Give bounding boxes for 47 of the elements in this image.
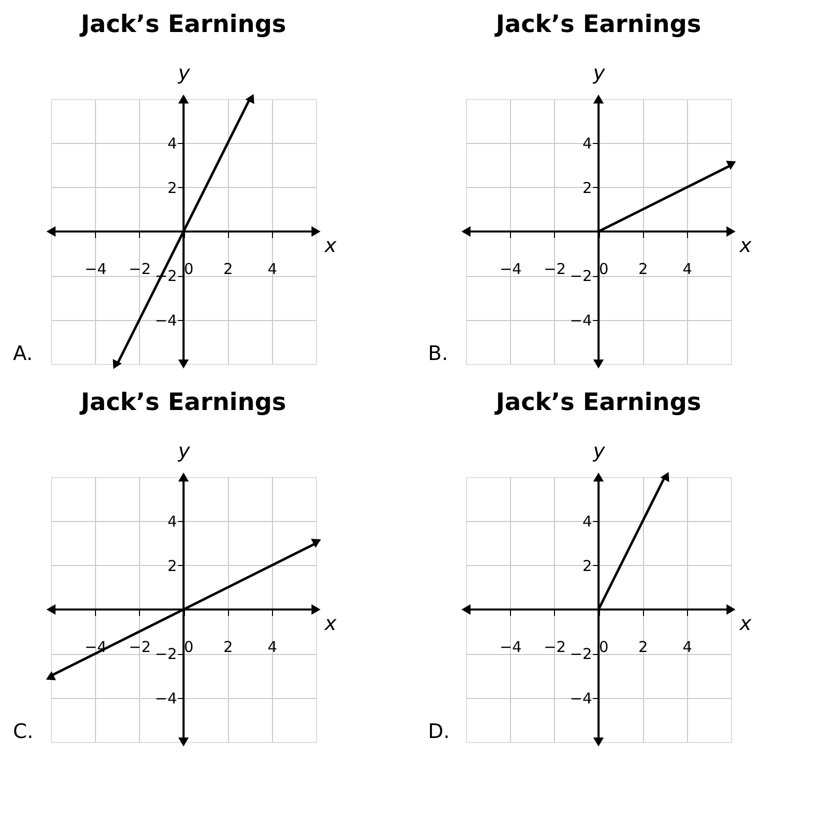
x-tick-label: 2 xyxy=(223,638,233,656)
y-tick-label: 4 xyxy=(582,512,592,531)
y-tick-label: 4 xyxy=(167,512,177,531)
y-tick-label: 2 xyxy=(582,556,592,575)
x-tick-label: −2 xyxy=(128,260,151,278)
x-tick-label: 2 xyxy=(223,260,233,278)
y-tick-label: −4 xyxy=(154,311,177,330)
text: A. xyxy=(13,341,33,365)
x-tick-label: 4 xyxy=(268,260,278,278)
x-tick-label: −2 xyxy=(544,638,566,656)
x-tick-label: 0 xyxy=(184,260,194,278)
x-axis-title: x xyxy=(324,611,337,635)
y-tick-label: 2 xyxy=(582,178,592,197)
x-axis-title: x xyxy=(324,233,337,257)
x-tick-label: 4 xyxy=(682,260,692,278)
x-tick-label: 2 xyxy=(638,638,648,656)
x-axis-title: x xyxy=(738,233,752,257)
y-tick-label: −4 xyxy=(570,311,592,330)
y-axis-title: y xyxy=(592,438,606,462)
y-tick-label: −4 xyxy=(570,689,592,708)
text: B. xyxy=(428,341,448,365)
text: D. xyxy=(428,719,450,743)
x-tick-label: 2 xyxy=(638,260,648,278)
y-tick-label: 2 xyxy=(167,556,177,575)
x-tick-label: 0 xyxy=(599,260,609,278)
chart-title: Jack’s Earnings xyxy=(78,10,286,38)
x-tick-label: −2 xyxy=(128,638,151,656)
y-tick-label: −4 xyxy=(154,689,177,708)
x-tick-label: −4 xyxy=(84,260,107,278)
y-axis-title: y xyxy=(592,60,606,84)
text: C. xyxy=(13,719,34,743)
x-tick-label: 4 xyxy=(682,638,692,656)
y-tick-label: 4 xyxy=(167,134,177,153)
x-tick-label: −4 xyxy=(500,638,522,656)
chart-title: Jack’s Earnings xyxy=(494,10,702,38)
y-tick-label: 2 xyxy=(167,178,177,197)
x-tick-label: 0 xyxy=(599,638,609,656)
x-tick-label: −4 xyxy=(500,260,522,278)
x-axis-title: x xyxy=(738,611,752,635)
x-tick-label: 4 xyxy=(268,638,278,656)
y-axis-title: y xyxy=(177,60,192,84)
y-axis-title: y xyxy=(177,438,192,462)
chart-title: Jack’s Earnings xyxy=(78,388,286,416)
y-tick-label: 4 xyxy=(582,134,592,153)
x-tick-label: 0 xyxy=(184,638,194,656)
chart-title: Jack’s Earnings xyxy=(494,388,702,416)
x-tick-label: −2 xyxy=(544,260,566,278)
